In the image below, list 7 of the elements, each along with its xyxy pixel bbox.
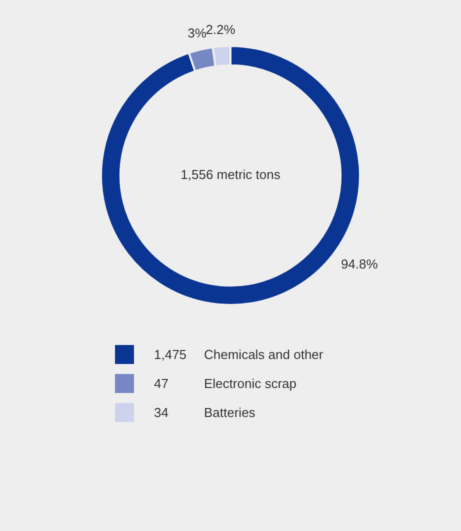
text: 2.2% bbox=[206, 22, 236, 37]
text: 3% bbox=[188, 25, 206, 40]
legend-label: 1,475 Chemicals and other bbox=[153, 347, 324, 362]
legend-label: 34 Batteries bbox=[153, 405, 256, 420]
text: 94.8% bbox=[340, 256, 378, 272]
text: 1,556 metric tons bbox=[180, 167, 281, 182]
legend-label: 47 Electronic scrap bbox=[153, 376, 296, 391]
